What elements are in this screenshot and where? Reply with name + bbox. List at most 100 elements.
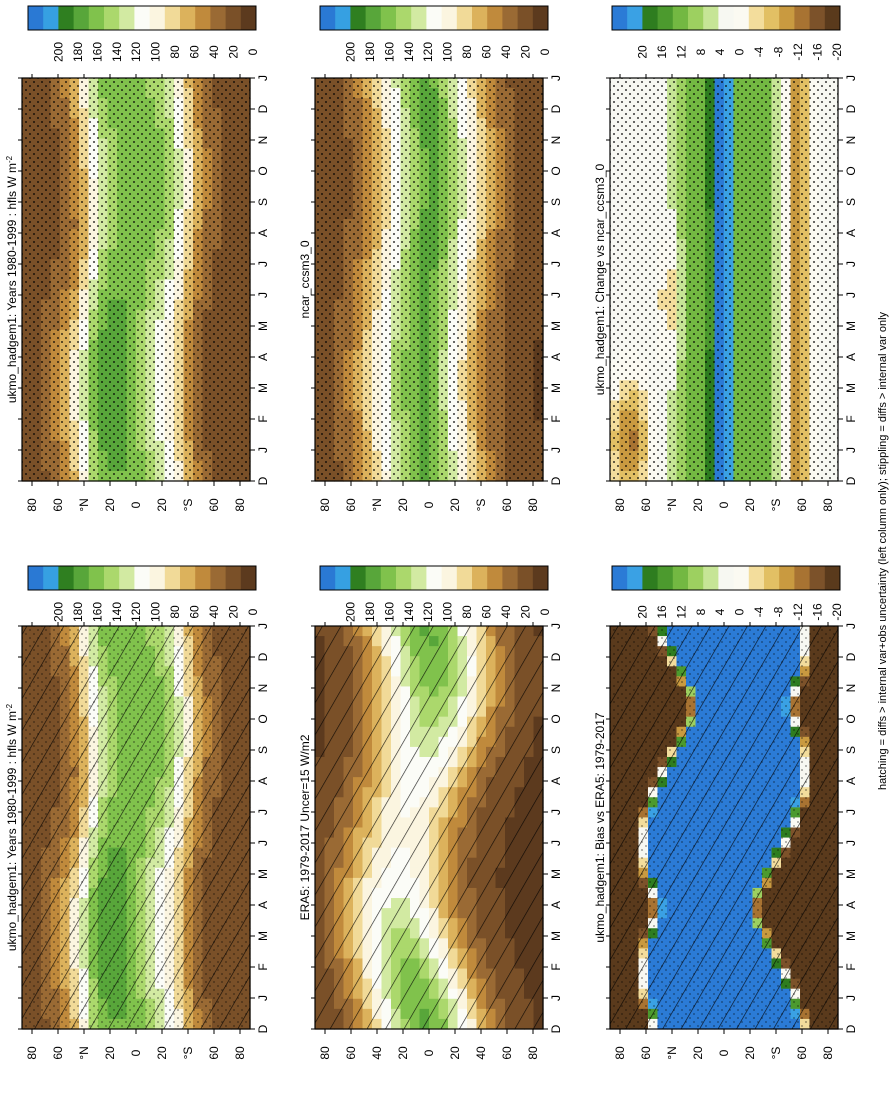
stippling-overlay [315,78,543,481]
colorbar-swatch [195,566,211,590]
colorbar-label: 80 [460,605,474,619]
lat-tick-label: 20 [396,1046,410,1060]
colorbar-label: 200 [343,602,357,622]
month-tick-label: J [256,447,270,453]
colorbar-label: 60 [188,45,202,59]
colorbar-label: 40 [207,45,221,59]
colorbar-label: 100 [441,42,455,62]
month-tick-label: F [549,963,563,970]
colorbar-label: 60 [188,605,202,619]
lat-tick-label: 80 [25,498,39,512]
colorbar-swatch [88,566,105,590]
colorbar-swatch [396,566,412,590]
colorbar-label: 160 [90,42,104,62]
colorbar-label: 120 [129,42,143,62]
lat-tick-label: 20 [103,498,117,512]
colorbar-label: 80 [460,45,474,59]
colorbar-label: 0 [246,48,260,55]
colorbar-swatch [210,566,227,590]
month-tick-label: F [549,415,563,422]
colorbar-swatch [426,6,443,30]
month-tick-label: M [256,931,270,941]
colorbar-label: 180 [71,42,85,62]
colorbar-label: 20 [227,45,241,59]
colorbar-swatch [180,566,196,590]
lat-tick-label: 60 [344,1046,358,1060]
month-tick-label: J [549,261,563,267]
colorbar-swatch [164,6,181,30]
colorbar-swatch [502,6,519,30]
colorbar: 200 180 160 140 120 100 80 60 40 20 0 [319,565,552,622]
colorbar-label: 200 [343,42,357,62]
lat-tick-label: 60 [207,498,221,512]
colorbar-label: 120 [421,602,435,622]
colorbar-label: 200 [51,42,65,62]
month-tick-label: J [256,840,270,846]
colorbar-label: 0 [538,48,552,55]
colorbar-label: 180 [363,42,377,62]
colorbar-swatch [180,6,196,30]
lat-tick-label: 80 [233,498,247,512]
lat-tick-label: 0 [422,1049,436,1056]
colorbar-swatch [225,6,242,30]
lat-tick-label: 60 [51,1046,65,1060]
colorbar-swatch [320,566,336,590]
colorbar-swatch [320,6,336,30]
colorbar-swatch [472,6,488,30]
lat-tick-label: °S [474,499,488,512]
colorbar-swatch [380,6,397,30]
colorbar-swatch [119,566,135,590]
panel-title: ukmo_hadgem1: Years 1980-1999 : hfls W m… [5,703,20,951]
panel-title: ERA5: 1979-2017 Uncer=15 W/m2 [298,734,312,920]
colorbar-label: 160 [382,602,396,622]
month-tick-label: M [549,931,563,941]
title-text: ukmo_hadgem1: Years 1980-1999 : hfls W m [5,711,19,951]
month-tick-label: J [549,447,563,453]
lat-tick-label: 80 [318,1046,332,1060]
colorbar-label: 20 [519,45,533,59]
lat-tick-label: 60 [207,1046,221,1060]
month-tick-label: J [549,840,563,846]
lat-tick-label: 40 [474,1046,488,1060]
stippling-overlay [22,78,250,481]
colorbar-swatch [441,566,458,590]
colorbar-swatch [28,6,44,30]
month-tick-label: S [256,198,270,206]
colorbar-swatch [104,6,120,30]
month-tick-label: M [256,383,270,393]
month-tick-label: A [256,777,270,785]
title-superscript: -2 [5,155,14,163]
colorbar-swatch [517,6,534,30]
colorbar-swatch [350,6,367,30]
colorbar-swatch [365,6,382,30]
colorbar-label: 100 [149,602,163,622]
colorbar-swatch [240,566,257,590]
lat-tick-label: 20 [448,1046,462,1060]
colorbar-swatch [134,566,151,590]
colorbar-swatch [73,566,90,590]
colorbar-swatch [487,566,503,590]
colorbar-swatch [441,6,458,30]
colorbar: 200 180 160 140 120 100 80 60 40 20 0 [27,565,260,622]
month-tick-label: J [256,75,270,81]
colorbar-label: 0 [246,608,260,615]
colorbar-swatch [472,566,488,590]
lat-tick-label: 80 [318,498,332,512]
colorbar-label: 60 [480,605,494,619]
month-tick-label: O [256,166,270,175]
month-tick-label: J [256,292,270,298]
lat-tick-label: 80 [25,1046,39,1060]
lat-tick-label: 0 [129,1049,143,1056]
colorbar-swatch [149,566,166,590]
month-tick-label: J [256,995,270,1001]
month-tick-label: A [549,229,563,237]
month-tick-label: N [256,684,270,693]
title-text: ERA5: 1979-2017 Uncer=15 W/m2 [298,734,312,920]
